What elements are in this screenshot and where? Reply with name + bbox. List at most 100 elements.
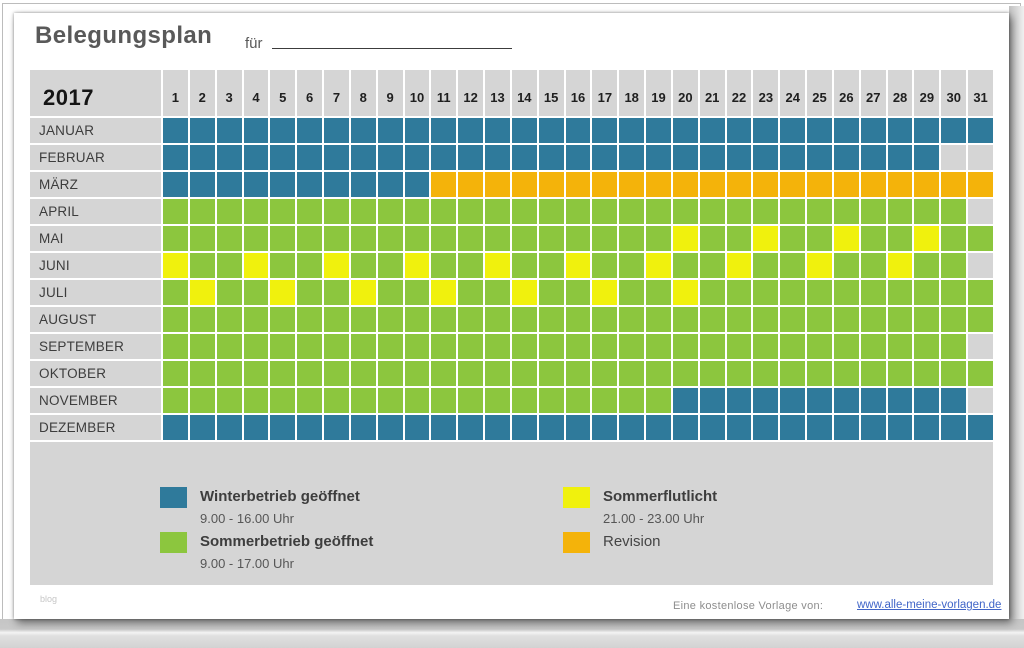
day-cell — [592, 415, 618, 440]
day-cell — [216, 253, 242, 278]
day-cell — [377, 280, 403, 305]
day-cell — [807, 172, 832, 197]
day-cell — [914, 226, 940, 251]
day-cell — [404, 226, 430, 251]
day-cell — [914, 118, 940, 143]
day-cell — [592, 199, 618, 224]
day-cell — [699, 307, 725, 332]
day-cell — [833, 280, 859, 305]
day-cell — [780, 388, 806, 413]
day-cell — [833, 226, 859, 251]
day-cell — [297, 145, 323, 170]
day-cell — [672, 145, 698, 170]
day-number-cell: 15 — [538, 70, 564, 116]
legend: Winterbetrieb geöffnet 9.00 - 16.00 Uhr … — [30, 442, 993, 585]
day-number-cell: 28 — [887, 70, 913, 116]
day-cell — [485, 118, 510, 143]
day-cell — [565, 388, 591, 413]
day-cell — [833, 172, 859, 197]
day-cell — [887, 280, 913, 305]
day-cell — [163, 388, 188, 413]
day-cell — [163, 307, 188, 332]
day-cell — [619, 334, 645, 359]
day-cell — [753, 199, 779, 224]
day-cell — [807, 118, 832, 143]
day-cell — [887, 388, 913, 413]
day-cell — [377, 199, 403, 224]
day-cell — [485, 172, 510, 197]
day-cell — [699, 253, 725, 278]
day-cell — [270, 361, 296, 386]
day-cell — [404, 253, 430, 278]
fuer-blank-line[interactable] — [272, 26, 512, 49]
day-cell — [431, 361, 457, 386]
day-cell — [780, 253, 806, 278]
day-cell — [485, 199, 510, 224]
vorlagen-link[interactable]: www.alle-meine-vorlagen.de — [857, 599, 1002, 611]
day-cell — [458, 172, 484, 197]
day-cell — [324, 361, 349, 386]
day-cell — [565, 253, 591, 278]
month-label: AUGUST — [30, 307, 161, 332]
day-cell — [538, 253, 564, 278]
day-cell — [887, 307, 913, 332]
day-cell — [377, 172, 403, 197]
day-cell — [297, 388, 323, 413]
day-cell — [163, 226, 188, 251]
day-cell — [324, 388, 349, 413]
year-cell: 2017 — [30, 70, 161, 116]
day-cell — [592, 226, 618, 251]
day-cell — [753, 145, 779, 170]
day-cell — [377, 226, 403, 251]
day-cell — [297, 307, 323, 332]
day-cell — [726, 388, 752, 413]
day-number-cell: 23 — [753, 70, 779, 116]
day-cell — [672, 280, 698, 305]
day-cell — [941, 361, 967, 386]
day-cell — [324, 145, 349, 170]
background-right-band — [1009, 6, 1024, 620]
day-cell — [243, 334, 269, 359]
day-cell — [941, 118, 967, 143]
day-cell — [699, 388, 725, 413]
day-cell — [538, 226, 564, 251]
day-cell — [646, 280, 671, 305]
day-cell — [404, 280, 430, 305]
day-cell — [243, 415, 269, 440]
day-cell — [887, 172, 913, 197]
day-cell — [619, 172, 645, 197]
day-cell — [350, 253, 376, 278]
day-cell — [189, 415, 215, 440]
day-cell — [860, 118, 886, 143]
day-cell — [431, 118, 457, 143]
day-cell — [350, 118, 376, 143]
day-cell — [270, 199, 296, 224]
day-cell — [753, 415, 779, 440]
blog-watermark: blog — [40, 594, 58, 604]
day-cell — [699, 415, 725, 440]
day-number-cell: 30 — [941, 70, 967, 116]
day-number-cell: 21 — [699, 70, 725, 116]
day-cell — [485, 361, 510, 386]
legend-label: Sommerbetrieb geöffnet — [200, 533, 374, 550]
day-cell — [753, 118, 779, 143]
day-cell — [350, 145, 376, 170]
day-cell — [860, 253, 886, 278]
day-number-cell: 26 — [833, 70, 859, 116]
day-number-cell: 1 — [163, 70, 188, 116]
day-cell — [163, 334, 188, 359]
day-cell — [726, 361, 752, 386]
day-cell — [887, 415, 913, 440]
day-cell — [350, 172, 376, 197]
day-cell — [672, 361, 698, 386]
day-cell — [753, 388, 779, 413]
day-cell — [458, 388, 484, 413]
day-cell — [485, 334, 510, 359]
day-cell — [431, 388, 457, 413]
day-cell — [511, 253, 537, 278]
day-cell — [163, 361, 188, 386]
day-cell — [216, 307, 242, 332]
day-cell — [780, 145, 806, 170]
day-cell — [619, 415, 645, 440]
day-cell — [538, 172, 564, 197]
